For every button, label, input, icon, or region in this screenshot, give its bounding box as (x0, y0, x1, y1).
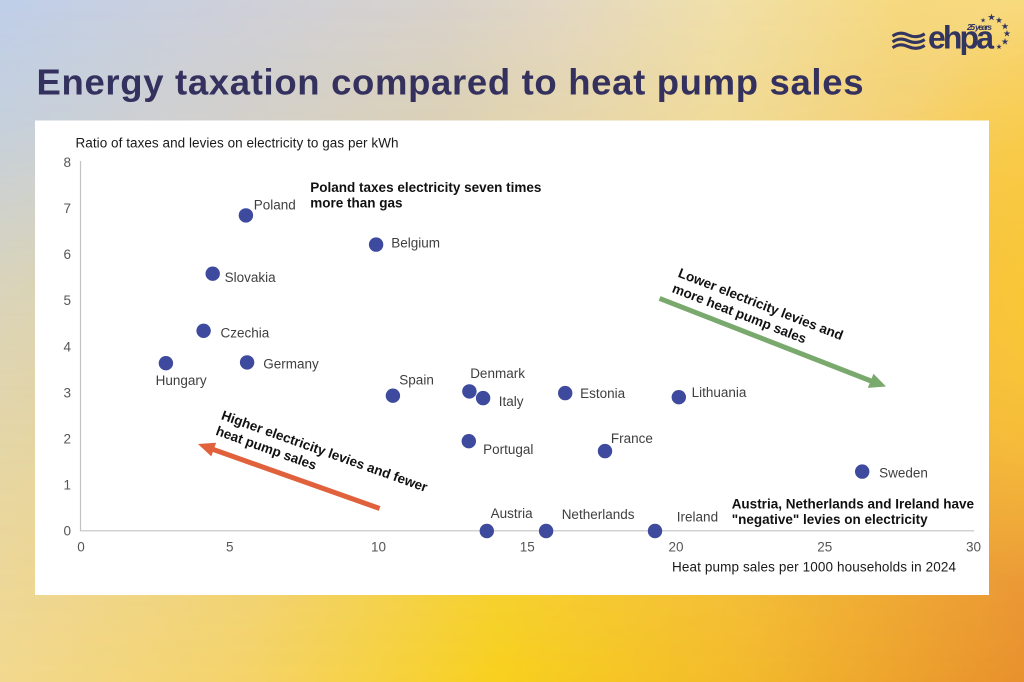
svg-text:4: 4 (63, 339, 71, 354)
svg-text:Energy taxation compared to he: Energy taxation compared to heat pump sa… (37, 62, 864, 103)
svg-text:7: 7 (63, 201, 71, 216)
svg-text:0: 0 (63, 524, 71, 539)
svg-text:Ireland: Ireland (677, 510, 718, 525)
svg-text:Heat pump sales per 1000 house: Heat pump sales per 1000 households in 2… (672, 560, 956, 575)
svg-text:Spain: Spain (399, 372, 434, 387)
svg-text:more than gas: more than gas (310, 196, 402, 211)
svg-text:5: 5 (226, 540, 234, 555)
svg-text:20: 20 (668, 540, 683, 555)
svg-text:Portugal: Portugal (483, 442, 533, 457)
svg-text:2: 2 (63, 431, 71, 446)
svg-text:15: 15 (520, 540, 535, 555)
svg-text:Lithuania: Lithuania (692, 385, 747, 400)
svg-text:5: 5 (63, 293, 71, 308)
svg-text:"negative" levies on electrici: "negative" levies on electricity (732, 512, 928, 527)
svg-text:Sweden: Sweden (879, 466, 928, 481)
svg-text:10: 10 (371, 540, 386, 555)
svg-text:France: France (611, 431, 653, 446)
svg-text:Netherlands: Netherlands (562, 507, 635, 522)
svg-text:Slovakia: Slovakia (225, 270, 277, 285)
svg-text:Belgium: Belgium (391, 236, 440, 251)
svg-text:30: 30 (966, 540, 981, 555)
svg-text:6: 6 (63, 247, 71, 262)
svg-text:Italy: Italy (499, 394, 524, 409)
svg-text:Austria, Netherlands and Irela: Austria, Netherlands and Ireland have (732, 496, 975, 511)
svg-text:Poland: Poland (254, 197, 296, 212)
svg-text:Denmark: Denmark (470, 366, 525, 381)
svg-text:Hungary: Hungary (156, 373, 207, 388)
svg-text:Poland taxes electricity seven: Poland taxes electricity seven times (310, 180, 541, 195)
svg-text:0: 0 (77, 540, 85, 555)
svg-text:Austria: Austria (491, 506, 534, 521)
svg-text:3: 3 (63, 385, 71, 400)
svg-text:1: 1 (63, 477, 71, 492)
svg-text:25: 25 (817, 540, 832, 555)
svg-text:Ratio of taxes and levies on e: Ratio of taxes and levies on electricity… (76, 136, 399, 151)
svg-text:Estonia: Estonia (580, 386, 626, 401)
svg-text:Czechia: Czechia (221, 325, 270, 340)
svg-text:Germany: Germany (263, 357, 319, 372)
svg-text:8: 8 (63, 155, 71, 170)
svg-text:25 years: 25 years (966, 22, 992, 32)
svg-text:ehpa: ehpa (928, 20, 994, 56)
